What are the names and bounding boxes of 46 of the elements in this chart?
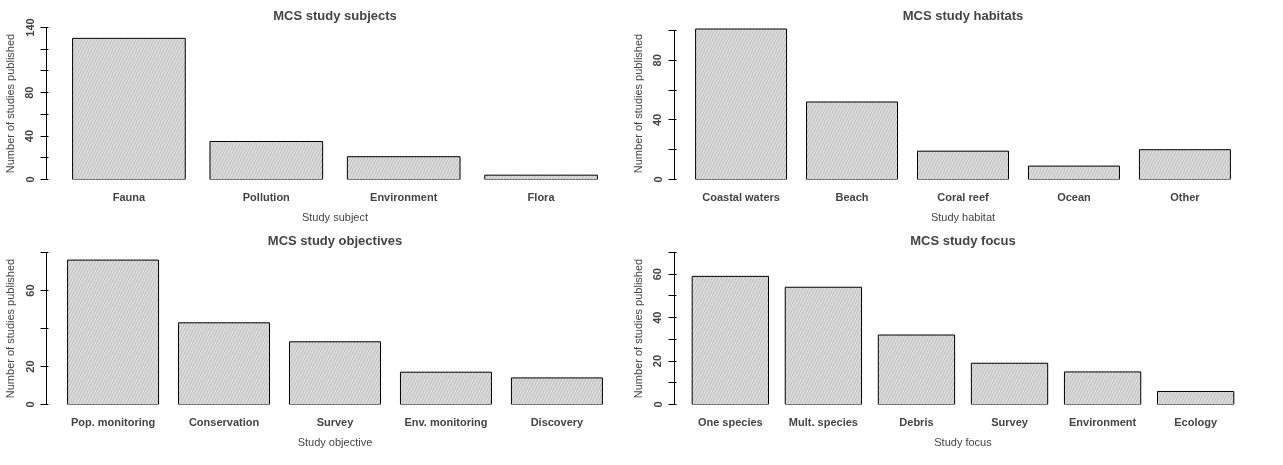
x-axis-title: Study subject <box>301 210 369 223</box>
y-tick-label: 80 <box>23 86 36 99</box>
x-axis-title: Study focus <box>934 435 993 448</box>
y-tick-label: 80 <box>651 54 664 67</box>
x-tick-label: Survey <box>316 415 355 428</box>
y-tick-label: 60 <box>651 268 664 281</box>
y-axis-title: Number of studies published <box>631 33 644 174</box>
y-tick-label: 0 <box>651 176 664 183</box>
y-tick-label: 40 <box>651 113 664 127</box>
x-tick-label: Environment <box>370 190 438 203</box>
x-tick-label: Ecology <box>1174 415 1218 428</box>
y-tick-label: 20 <box>651 354 664 368</box>
x-tick-label: Discovery <box>530 415 585 428</box>
chart-title: MCS study objectives <box>267 232 403 248</box>
x-tick-label: Coastal waters <box>702 190 780 203</box>
chart-title: MCS study habitats <box>902 7 1024 23</box>
x-tick-label: Other <box>1170 190 1201 203</box>
y-axis-title: Number of studies published <box>631 258 644 399</box>
x-tick-label: Environment <box>1068 415 1137 428</box>
x-tick-label: Ocean <box>1057 190 1092 203</box>
x-tick-label: Env. monitoring <box>404 415 488 428</box>
x-tick-label: Beach <box>835 190 869 203</box>
chart-title: MCS study focus <box>910 232 1016 248</box>
y-tick-label: 0 <box>651 401 664 408</box>
y-tick-label: 40 <box>23 129 36 143</box>
x-tick-label: Coral reef <box>937 190 990 203</box>
x-tick-label: Survey <box>991 415 1029 428</box>
y-axis-title: Number of studies published <box>3 258 16 399</box>
chart-title: MCS study subjects <box>273 7 397 23</box>
x-tick-label: Fauna <box>112 190 147 203</box>
x-tick-label: Debris <box>899 415 934 428</box>
y-tick-label: 20 <box>23 360 36 373</box>
x-tick-label: Pop. monitoring <box>70 415 156 428</box>
y-tick-label: 60 <box>23 284 36 297</box>
y-tick-label: 40 <box>651 311 664 324</box>
y-axis-title: Number of studies published <box>3 33 16 174</box>
x-tick-label: One species <box>697 415 763 428</box>
y-tick-label: 0 <box>23 176 36 183</box>
x-tick-label: Flora <box>527 190 556 203</box>
x-axis-title: Study objective <box>297 435 373 448</box>
x-tick-label: Mult. species <box>788 415 858 428</box>
x-tick-label: Conservation <box>188 415 260 428</box>
x-tick-label: Pollution <box>242 190 291 203</box>
y-tick-label: 140 <box>23 18 36 37</box>
y-tick-label: 0 <box>23 401 36 408</box>
x-axis-title: Study habitat <box>930 210 996 223</box>
